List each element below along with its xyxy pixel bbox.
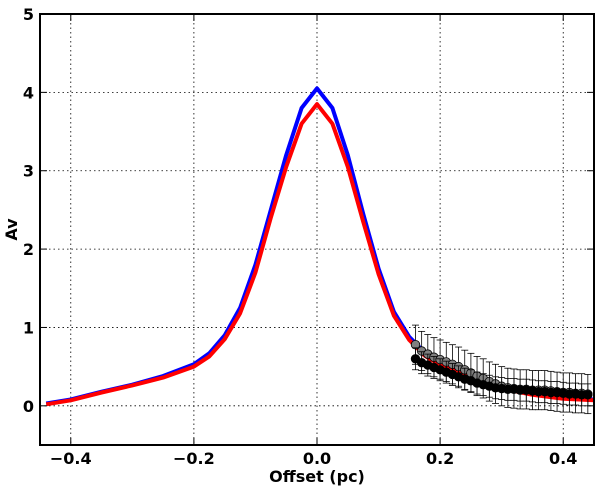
data-point-data-black — [583, 383, 593, 407]
series-line-model-red — [45, 102, 595, 407]
grid-layer — [40, 13, 594, 445]
series-model-blue — [45, 86, 595, 406]
y-tick-label: 1 — [23, 318, 34, 337]
series-line-model-blue — [45, 86, 595, 406]
series-model-red — [45, 102, 595, 407]
x-tick-label: −0.2 — [173, 449, 215, 468]
plot-frame — [39, 13, 595, 446]
x-tick-label: 0.0 — [303, 449, 331, 468]
series-layer — [45, 86, 595, 415]
y-tick-label: 3 — [23, 162, 34, 181]
x-axis-label: Offset (pc) — [269, 467, 365, 486]
y-tick-label: 5 — [23, 5, 34, 24]
y-tick-label: 0 — [23, 397, 34, 416]
y-tick-label: 4 — [23, 83, 34, 102]
series-data-black — [410, 347, 593, 407]
x-tick-label: 0.4 — [549, 449, 577, 468]
y-axis-label: Av — [2, 218, 21, 241]
y-tick-label: 2 — [23, 240, 34, 259]
x-tick-label: 0.2 — [426, 449, 454, 468]
data-marker — [583, 390, 593, 400]
tick-layer: −0.4 −0.2 0.0 0.2 0.4 0 1 2 3 4 5 — [23, 5, 594, 468]
x-tick-label: −0.4 — [50, 449, 92, 468]
